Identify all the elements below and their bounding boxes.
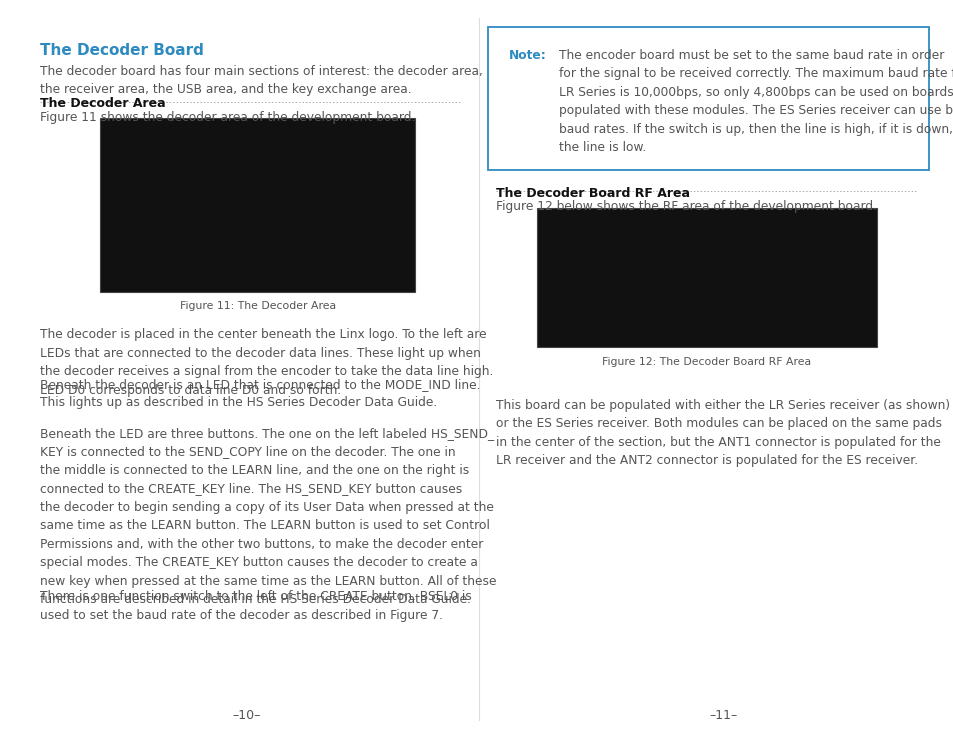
Text: Note:: Note: bbox=[508, 49, 546, 62]
Text: Figure 12: The Decoder Board RF Area: Figure 12: The Decoder Board RF Area bbox=[601, 357, 811, 368]
Bar bbox=[537, 208, 876, 347]
Text: Figure 11 shows the decoder area of the development board.: Figure 11 shows the decoder area of the … bbox=[40, 111, 415, 124]
Bar bbox=[100, 118, 415, 292]
Text: Beneath the decoder is an LED that is connected to the MODE_IND line.
This light: Beneath the decoder is an LED that is co… bbox=[40, 378, 480, 410]
Text: Figure 11: The Decoder Area: Figure 11: The Decoder Area bbox=[179, 301, 335, 311]
Text: The encoder board must be set to the same baud rate in order
for the signal to b: The encoder board must be set to the sam… bbox=[558, 49, 953, 154]
Text: This board can be populated with either the LR Series receiver (as shown)
or the: This board can be populated with either … bbox=[496, 399, 949, 467]
Text: –11–: –11– bbox=[708, 708, 737, 722]
Text: Beneath the LED are three buttons. The one on the left labeled HS_SEND_
KEY is c: Beneath the LED are three buttons. The o… bbox=[40, 427, 497, 606]
Text: The Decoder Board: The Decoder Board bbox=[40, 43, 204, 58]
FancyBboxPatch shape bbox=[488, 27, 928, 170]
Text: The Decoder Area: The Decoder Area bbox=[40, 97, 166, 111]
Text: There is one function switch to the left of the CREATE button. BSEL0 is
used to : There is one function switch to the left… bbox=[40, 590, 472, 622]
Text: –10–: –10– bbox=[232, 708, 260, 722]
Text: The Decoder Board RF Area: The Decoder Board RF Area bbox=[496, 187, 689, 200]
Text: The decoder board has four main sections of interest: the decoder area,
the rece: The decoder board has four main sections… bbox=[40, 65, 482, 97]
Text: Figure 12 below shows the RF area of the development board.: Figure 12 below shows the RF area of the… bbox=[496, 200, 876, 213]
Text: The decoder is placed in the center beneath the Linx logo. To the left are
LEDs : The decoder is placed in the center bene… bbox=[40, 328, 493, 397]
